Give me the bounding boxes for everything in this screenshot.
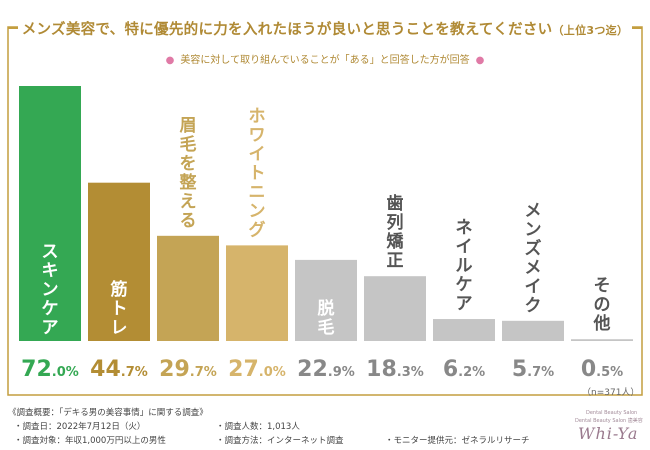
value-label-4: 27.0% [228,357,286,382]
category-label-7: ネイルケア [456,218,473,314]
value-label-3: 29.7% [159,357,217,382]
logo-wordmark: Whi-Ya [578,424,639,443]
category-label-9: その他 [593,276,611,334]
chart-subtitle: ● 美容に対して取り組んでいることが「ある」と回答した方が回答 ● [0,51,650,66]
value-label-5: 22.9% [297,357,355,382]
value-label-8: 5.7% [512,357,554,382]
category-label-2: 筋トレ [110,279,128,338]
notes-target: ・調査対象：年収1,000万円以上の男性 [14,436,166,446]
category-label-5: 脱毛 [318,298,335,338]
bullet-dot-icon: ● [165,55,175,66]
bar-7 [433,319,495,341]
logo-tagline-top: Dental Beauty Salon [586,410,638,416]
category-label-8: メンズメイク [525,201,542,316]
notes-method: ・調査方法：インターネット調査 [216,436,344,446]
value-label-1: 72.0% [21,357,79,382]
category-label-1: スキンケア [42,242,59,338]
bar-2 [88,182,150,341]
chart-title-paren: （上位3つ迄） [552,24,629,37]
value-label-9: 0.5% [581,357,623,382]
category-label-4: ホワイトニング [249,106,266,240]
brand-logo: Dental Beauty Salon Dental Beauty Salon … [570,404,643,444]
category-label-6: 歯列矯正 [387,193,405,271]
value-label-2: 44.7% [90,357,148,382]
category-label-3: 眉毛を整える [180,116,197,231]
notes-date: ・調査日：2022年7月12日（火） [14,422,146,432]
notes-count: ・調査人数：1,013人 [216,422,300,432]
bar-4 [226,245,288,341]
survey-notes: 《調査概要：「デキる男の美容事情」に関する調査》 [8,406,468,420]
notes-provider: ・モニター提供元：ゼネラルリサーチ [385,436,530,446]
bullet-dot-icon: ● [475,55,485,66]
chart-title: メンズ美容で、特に優先的に力を入れたほうが良いと思うことを教えてください（上位3… [0,18,650,39]
bar-3 [157,235,219,341]
sample-size-label: （n=371人） [582,388,640,398]
bar-6 [364,276,426,341]
bar-1 [19,86,81,341]
value-label-6: 18.3% [366,357,424,382]
notes-heading: 《調査概要：「デキる男の美容事情」に関する調査》 [8,408,208,418]
chart-title-main: メンズ美容で、特に優先的に力を入れたほうが良いと思うことを教えてください [21,22,553,38]
bar-8 [502,320,564,341]
bar-9 [571,339,633,341]
value-label-7: 6.2% [443,357,485,382]
logo-tagline: Dental Beauty Salon 歯美容 [575,418,643,424]
chart-subtitle-text: 美容に対して取り組んでいることが「ある」と回答した方が回答 [180,55,470,66]
bar-5 [295,259,357,341]
